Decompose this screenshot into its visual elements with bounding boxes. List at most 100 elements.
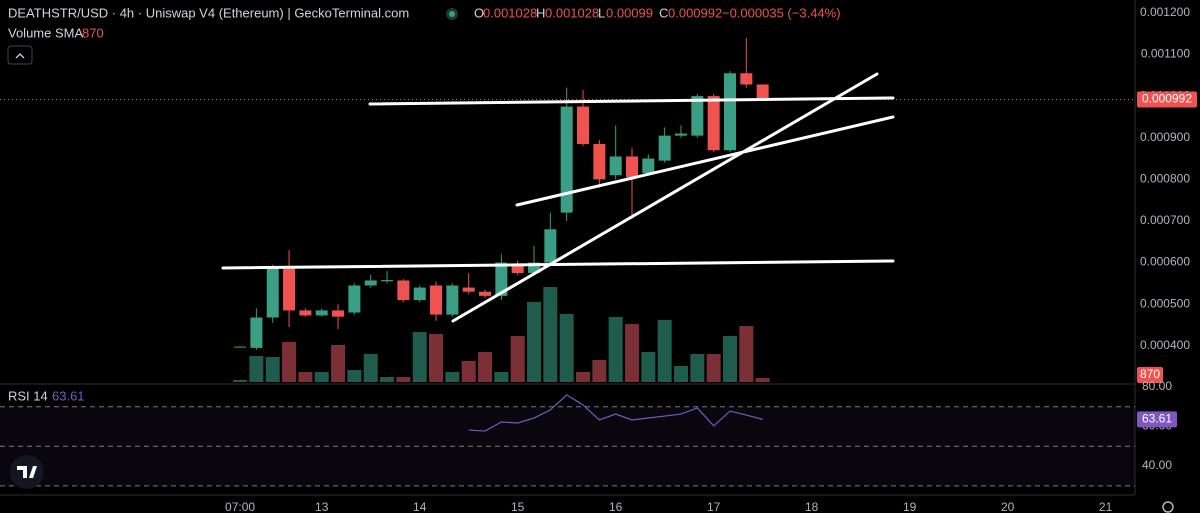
x-tick-label: 16	[609, 500, 623, 513]
candle-body	[413, 287, 426, 301]
volume-bar	[396, 376, 411, 382]
trend-line	[368, 96, 895, 106]
candle-body	[283, 266, 296, 311]
volume-value-label: 870	[1140, 367, 1160, 381]
volume-bar	[657, 320, 672, 382]
volume-bar	[690, 354, 705, 382]
candle-body	[577, 106, 590, 144]
x-tick-label: 07:00	[225, 500, 255, 513]
trend-line	[221, 259, 895, 270]
rsi-value-label: 63.61	[1142, 412, 1172, 426]
candle-body	[642, 158, 655, 174]
candle-body	[462, 287, 475, 292]
x-tick-label: 19	[903, 500, 917, 513]
ohlc-label: L	[598, 5, 605, 20]
volume-bar	[233, 380, 248, 382]
volume-bar	[412, 332, 427, 382]
y-tick-label: 0.000800	[1140, 172, 1190, 186]
x-tick-label: 21	[1099, 500, 1113, 513]
volume-bar	[608, 316, 623, 382]
volume-bar	[298, 372, 313, 382]
candle-body	[707, 96, 720, 151]
candle-body	[446, 285, 459, 315]
rsi-value: 63.61	[52, 388, 85, 403]
volume-bar	[576, 372, 591, 382]
last-price-box	[1137, 91, 1197, 108]
candle-body	[348, 285, 361, 313]
candle-body	[740, 73, 753, 85]
x-tick-label: 18	[805, 500, 819, 513]
plot: 07:00 13 14 15 16 17 18 19 20 21 0.001200 0.001100 0…	[0, 5, 1197, 513]
ohlc-label: C	[659, 5, 668, 20]
candle-body	[675, 133, 687, 136]
ohlc-value: 0.001028	[483, 5, 537, 20]
volume-bar	[739, 326, 754, 382]
ohlc-value: 0.000992	[668, 5, 722, 20]
y-tick-label: 0.000600	[1140, 255, 1190, 269]
y-tick-label: 0.001200	[1140, 5, 1190, 19]
trend-lines	[221, 72, 895, 323]
volume-label: Volume SMA	[8, 25, 83, 40]
settings-icon[interactable]	[1162, 501, 1174, 513]
y-tick-label: 0.000500	[1140, 296, 1190, 310]
rsi-label: RSI 14	[8, 388, 48, 403]
candle-body	[495, 262, 508, 296]
x-tick-label: 17	[707, 500, 721, 513]
candle-body	[381, 280, 394, 282]
volume-bar	[461, 360, 476, 382]
candle-body	[691, 96, 704, 136]
ohlc-label: H	[536, 5, 545, 20]
candle-body	[756, 84, 769, 100]
volume-bar	[331, 344, 346, 382]
y-tick-label: 0.001100	[1141, 47, 1190, 61]
candle-body	[511, 264, 524, 273]
volume-bar	[445, 372, 460, 382]
trend-line	[515, 115, 895, 207]
candle-body	[364, 280, 377, 286]
volume-bar	[559, 314, 574, 382]
collapse-icon	[15, 53, 25, 59]
rsi-line	[468, 394, 763, 432]
volume-bar	[429, 334, 444, 382]
rsi-value-box	[1137, 411, 1177, 428]
candle-body	[528, 262, 541, 273]
candle-body	[658, 135, 671, 161]
candle-body	[234, 346, 247, 348]
y-tick-label: 40.00	[1142, 458, 1172, 472]
candle-body	[593, 143, 606, 180]
volume-bar	[265, 356, 280, 382]
logo	[17, 466, 37, 478]
volume-bar	[706, 354, 721, 382]
volume-bar	[380, 376, 395, 382]
volume-bar	[363, 354, 378, 382]
volume-sma-value: 870	[82, 25, 104, 40]
candle-body	[560, 106, 573, 213]
volume-bar	[478, 352, 493, 382]
y-tick-label: 0.000400	[1140, 338, 1190, 352]
volume-bar	[347, 370, 362, 382]
x-tick-label: 15	[511, 500, 525, 513]
volume-bar	[494, 372, 509, 382]
status-dot	[449, 11, 455, 17]
candle-body	[250, 317, 263, 348]
volume-bar	[592, 360, 607, 382]
candle-body	[299, 310, 312, 316]
volume-bar	[527, 302, 542, 382]
volume-bar	[625, 324, 640, 382]
volume-bar	[314, 372, 329, 382]
volume-bar	[755, 378, 770, 382]
volume-bar	[722, 336, 737, 382]
ohlc-label: O	[474, 5, 484, 20]
collapse-button[interactable]	[7, 45, 33, 65]
y-tick-label: 0.000900	[1140, 130, 1190, 144]
candle-body	[544, 229, 557, 263]
volume-bar	[282, 342, 297, 382]
x-tick-label: 14	[413, 500, 427, 513]
ohlc-value: 0.001028	[545, 5, 599, 20]
volume-bar	[543, 287, 558, 382]
candle-body	[609, 156, 622, 176]
candle-body	[315, 310, 328, 316]
